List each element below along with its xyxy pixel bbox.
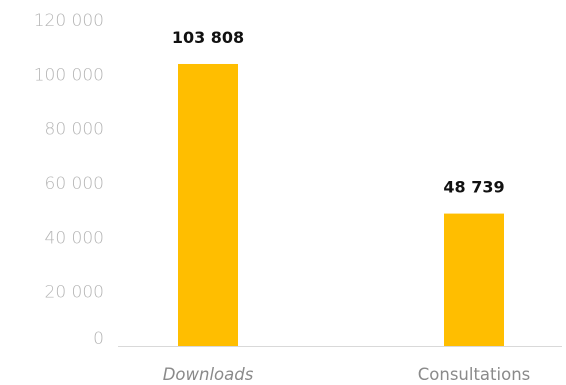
y-tick-label: 60 000 <box>45 174 104 194</box>
bar-downloads <box>178 63 238 346</box>
bar-consultations <box>444 213 504 346</box>
category-label-consultations: Consultations <box>418 365 531 384</box>
y-tick-label: 40 000 <box>45 228 104 248</box>
y-tick-label: 100 000 <box>34 65 104 85</box>
y-tick-label: 20 000 <box>45 283 104 303</box>
data-label-consultations: 48 739 <box>443 178 504 197</box>
y-tick-label: 80 000 <box>45 120 104 140</box>
data-labels: 103 808 48 739 <box>172 28 505 197</box>
y-tick-label: 120 000 <box>34 11 104 31</box>
category-label-downloads: Downloads <box>163 365 254 384</box>
bars <box>178 63 504 346</box>
category-labels: Downloads Consultations <box>163 365 531 384</box>
y-axis-ticks: 0 20 000 40 000 60 000 80 000 100 000 120 000 <box>34 11 104 349</box>
y-tick-label: 0 <box>93 329 104 349</box>
data-label-downloads: 103 808 <box>172 28 244 47</box>
